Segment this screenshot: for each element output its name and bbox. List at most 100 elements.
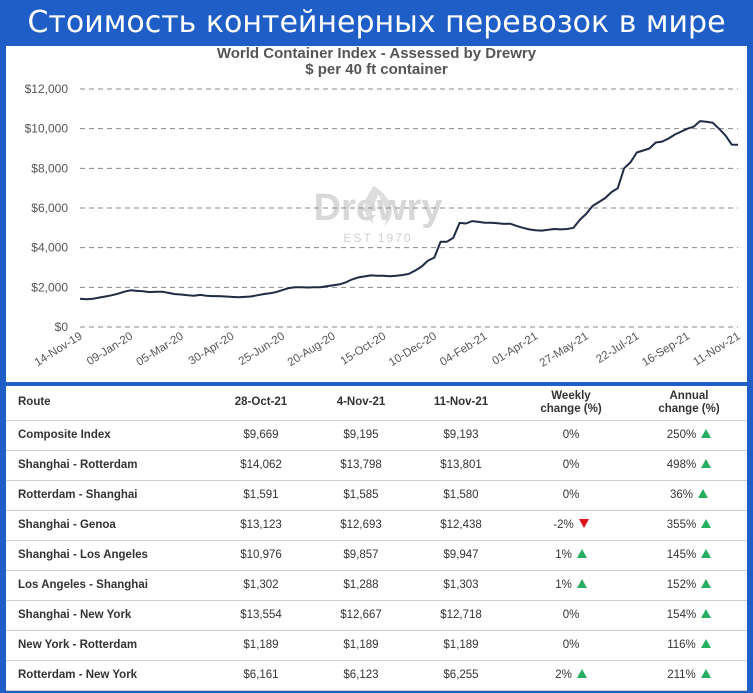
table-row: Shanghai - Los Angeles $10,976 $9,857 $9… — [6, 540, 747, 571]
route-name: Shanghai - Los Angeles — [6, 540, 211, 571]
y-tick-label: $8,000 — [31, 161, 68, 175]
arrow-up-icon — [701, 549, 712, 558]
y-tick-label: $0 — [55, 320, 69, 334]
table-row: New York - Rotterdam $1,189 $1,189 $1,18… — [6, 630, 747, 661]
table-row: Rotterdam - New York $6,161 $6,123 $6,25… — [6, 660, 747, 691]
arrow-up-icon — [576, 549, 587, 558]
weekly-change-cell: 1% — [511, 540, 631, 571]
arrow-up-icon — [701, 609, 712, 618]
arrow-down-icon — [578, 519, 589, 528]
route-name: Los Angeles - Shanghai — [6, 570, 211, 601]
route-name: New York - Rotterdam — [6, 630, 211, 661]
arrow-up-icon — [701, 459, 712, 468]
route-name: Rotterdam - Shanghai — [6, 480, 211, 511]
rate-cell: $13,798 — [311, 450, 411, 481]
header-date-2: 4-Nov-21 — [311, 386, 411, 421]
arrow-up-icon — [700, 639, 711, 648]
route-name: Shanghai - Rotterdam — [6, 450, 211, 481]
drewry-watermark: Drewry EST 1970 — [314, 186, 442, 245]
series-line — [79, 120, 739, 301]
rate-cell: $14,062 — [211, 450, 311, 481]
rate-cell: $1,591 — [211, 480, 311, 511]
rate-cell: $9,669 — [211, 420, 311, 451]
rate-cell: $9,195 — [311, 420, 411, 451]
x-tick-label: 01-Apr-21 — [490, 330, 540, 367]
x-tick-label: 09-Jan-20 — [85, 330, 135, 368]
rate-cell: $12,693 — [311, 510, 411, 541]
rate-cell: $12,667 — [311, 600, 411, 631]
rate-cell: $1,288 — [311, 570, 411, 601]
rate-cell: $1,302 — [211, 570, 311, 601]
x-tick-label: 25-Jun-20 — [237, 330, 287, 368]
rates-table: Route 28-Oct-21 4-Nov-21 11-Nov-21 Weekl… — [6, 386, 747, 691]
chart-panel: Drewry EST 1970 $0 $2,000 $4,000 $6,000 $8,0… — [6, 46, 747, 382]
annual-change-cell: 154% — [631, 600, 747, 631]
chart-subtitle: $ per 40 ft container — [305, 61, 448, 78]
line-chart: Drewry EST 1970 $0 $2,000 $4,000 $6,000 $8,0… — [25, 82, 743, 370]
annual-change-cell: 145% — [631, 540, 747, 571]
table-header-row: Route 28-Oct-21 4-Nov-21 11-Nov-21 Weekl… — [6, 386, 747, 421]
annual-change-cell: 211% — [631, 660, 747, 691]
arrow-up-icon — [576, 579, 587, 588]
table-row: Los Angeles - Shanghai $1,302 $1,288 $1,… — [6, 570, 747, 601]
rate-cell: $1,189 — [311, 630, 411, 661]
x-tick-label: 05-Mar-20 — [134, 330, 185, 368]
route-name: Shanghai - Genoa — [6, 510, 211, 541]
route-name: Composite Index — [6, 420, 211, 451]
title-banner: Стоимость контейнерных перевозок в мире — [0, 0, 753, 46]
rate-cell: $12,718 — [411, 600, 511, 631]
header-date-3: 11-Nov-21 — [411, 386, 511, 421]
watermark-est: EST 1970 — [343, 231, 412, 245]
x-tick-label: 20-Aug-20 — [286, 330, 338, 369]
table-row: Shanghai - Genoa $13,123 $12,693 $12,438… — [6, 510, 747, 541]
rate-cell: $9,193 — [411, 420, 511, 451]
weekly-change-cell: 0% — [511, 600, 631, 631]
x-tick-label: 30-Apr-20 — [187, 330, 237, 367]
rates-table-panel: Route 28-Oct-21 4-Nov-21 11-Nov-21 Weekl… — [6, 386, 747, 691]
y-tick-label: $6,000 — [31, 201, 68, 215]
rate-cell: $6,255 — [411, 660, 511, 691]
x-tick-label: 11-Nov-21 — [691, 330, 742, 368]
banner-title: Стоимость контейнерных перевозок в мире — [27, 5, 726, 40]
arrow-up-icon — [576, 669, 587, 678]
y-tick-label: $4,000 — [31, 241, 68, 255]
header-annual-change: Annual change (%) — [631, 386, 747, 421]
rate-cell: $6,123 — [311, 660, 411, 691]
table-row: Shanghai - New York $13,554 $12,667 $12,… — [6, 600, 747, 631]
route-name: Shanghai - New York — [6, 600, 211, 631]
x-tick-label: 27-May-21 — [538, 330, 591, 369]
rate-cell: $1,585 — [311, 480, 411, 511]
rate-cell: $13,554 — [211, 600, 311, 631]
weekly-change-cell: 0% — [511, 630, 631, 661]
table-row: Shanghai - Rotterdam $14,062 $13,798 $13… — [6, 450, 747, 481]
arrow-up-icon — [701, 519, 712, 528]
rate-cell: $1,580 — [411, 480, 511, 511]
rate-cell: $10,976 — [211, 540, 311, 571]
y-tick-label: $10,000 — [25, 122, 69, 136]
weekly-change-cell: 2% — [511, 660, 631, 691]
rate-cell: $13,123 — [211, 510, 311, 541]
weekly-change-cell: -2% — [511, 510, 631, 541]
rate-cell: $1,189 — [211, 630, 311, 661]
annual-change-cell: 355% — [631, 510, 747, 541]
drewry-flame-icon — [364, 186, 392, 226]
rate-cell: $9,947 — [411, 540, 511, 571]
annual-change-cell: 36% — [631, 480, 747, 511]
x-tick-label: 22-Jul-21 — [594, 330, 641, 366]
table-row: Rotterdam - Shanghai $1,591 $1,585 $1,58… — [6, 480, 747, 511]
weekly-change-cell: 1% — [511, 570, 631, 601]
weekly-change-cell: 0% — [511, 420, 631, 451]
y-tick-label: $2,000 — [31, 280, 68, 294]
annual-change-cell: 250% — [631, 420, 747, 451]
rate-cell: $1,189 — [411, 630, 511, 661]
x-tick-label: 14-Nov-19 — [33, 330, 85, 369]
x-tick-label: 10-Dec-20 — [387, 330, 439, 369]
rate-cell: $6,161 — [211, 660, 311, 691]
arrow-up-icon — [698, 489, 709, 498]
table-row: Composite Index $9,669 $9,195 $9,193 0% … — [6, 420, 747, 451]
rate-cell: $1,303 — [411, 570, 511, 601]
route-name: Rotterdam - New York — [6, 660, 211, 691]
rate-cell: $9,857 — [311, 540, 411, 571]
arrow-up-icon — [701, 429, 712, 438]
weekly-change-cell: 0% — [511, 450, 631, 481]
